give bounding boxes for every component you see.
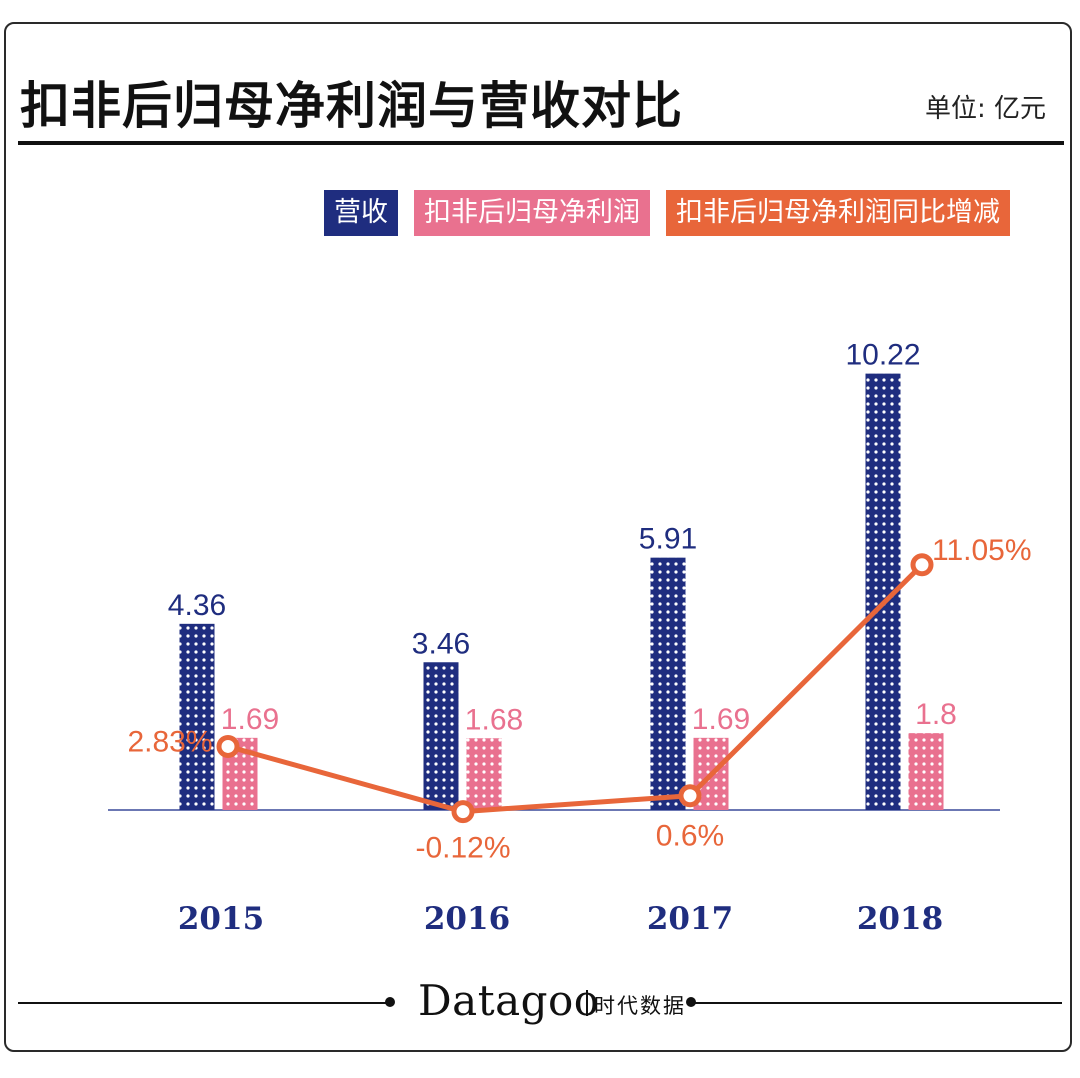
legend-item-net-profit: 扣非后归母净利润 bbox=[414, 190, 650, 236]
line-profit-growth bbox=[227, 563, 924, 815]
label-revenue-2017: 5.91 bbox=[639, 523, 697, 556]
title-divider bbox=[18, 141, 1064, 145]
footer-line-right bbox=[694, 1002, 1062, 1004]
legend-item-revenue: 营收 bbox=[324, 190, 398, 236]
x-tick-label-2018: 2018 bbox=[857, 901, 943, 937]
label-profit-growth-2015: 2.83% bbox=[127, 725, 212, 758]
point-profit-growth-2018 bbox=[910, 553, 934, 577]
footer-line-left bbox=[18, 1002, 390, 1004]
bar-net-profit-2018 bbox=[908, 733, 944, 810]
chart-title: 扣非后归母净利润与营收对比 bbox=[20, 77, 683, 135]
bar-net-profit-2016 bbox=[466, 738, 502, 810]
label-net-profit-2017: 1.69 bbox=[692, 703, 750, 736]
label-revenue-2015: 4.36 bbox=[168, 589, 226, 622]
label-net-profit-2016: 1.68 bbox=[465, 703, 523, 736]
x-tick-label-2017: 2017 bbox=[647, 901, 733, 937]
footer-dot-left bbox=[385, 997, 395, 1007]
bar-revenue-2016 bbox=[423, 662, 459, 810]
label-profit-growth-2016: -0.12% bbox=[415, 832, 510, 865]
point-profit-growth-2016 bbox=[451, 800, 475, 824]
brand-separator bbox=[586, 990, 588, 1016]
label-net-profit-2015: 1.69 bbox=[221, 703, 279, 736]
x-tick-label-2016: 2016 bbox=[424, 901, 510, 937]
x-tick-label-2015: 2015 bbox=[178, 901, 264, 937]
legend-item-profit-growth: 扣非后归母净利润同比增减 bbox=[666, 190, 1010, 236]
unit-label: 单位: 亿元 bbox=[924, 94, 1046, 124]
label-profit-growth-2017: 0.6% bbox=[656, 820, 724, 853]
label-profit-growth-2018: 11.05% bbox=[932, 534, 1032, 567]
point-profit-growth-2015 bbox=[216, 734, 240, 758]
label-revenue-2018: 10.22 bbox=[845, 339, 920, 372]
bar-revenue-2017 bbox=[650, 557, 686, 810]
bar-revenue-2015 bbox=[179, 623, 215, 810]
brand-logo: Datagoo bbox=[418, 976, 600, 1025]
brand-name-cn: 时代数据 bbox=[594, 994, 686, 1018]
footer-dot-right bbox=[686, 997, 696, 1007]
label-revenue-2016: 3.46 bbox=[412, 627, 470, 660]
label-net-profit-2018: 1.8 bbox=[915, 698, 957, 731]
point-profit-growth-2017 bbox=[678, 784, 702, 808]
legend: 营收 扣非后归母净利润 扣非后归母净利润同比增减 bbox=[324, 190, 1010, 236]
